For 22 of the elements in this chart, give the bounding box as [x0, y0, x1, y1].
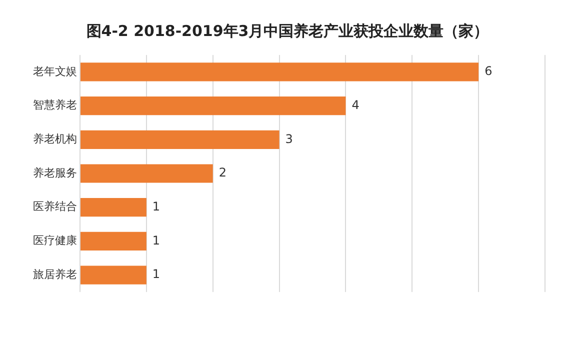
bar [80, 198, 146, 217]
bar [80, 130, 280, 149]
y-tick-label: 养老机构 [33, 132, 77, 146]
y-tick-label: 医疗健康 [33, 234, 77, 248]
bar [80, 96, 346, 116]
bar [80, 232, 146, 251]
y-tick-label: 旅居养老 [33, 268, 77, 281]
data-label: 2 [218, 166, 226, 180]
data-label: 4 [352, 98, 360, 112]
y-tick-label: 老年文娱 [33, 64, 77, 78]
y-tick-label: 医养结合 [33, 200, 77, 214]
y-tick-label: 养老服务 [33, 166, 77, 180]
bar [80, 62, 479, 82]
bar [80, 164, 213, 183]
data-label: 1 [152, 199, 160, 214]
data-label: 1 [152, 267, 160, 282]
data-label: 3 [285, 132, 293, 146]
y-tick-label: 智慧养老 [33, 98, 77, 112]
data-label: 1 [152, 233, 160, 248]
bar [80, 266, 146, 284]
data-label: 6 [484, 64, 492, 78]
chart-title: 图4-2 2018-2019年3月中国养老产业获投企业数量（家） [86, 22, 489, 40]
